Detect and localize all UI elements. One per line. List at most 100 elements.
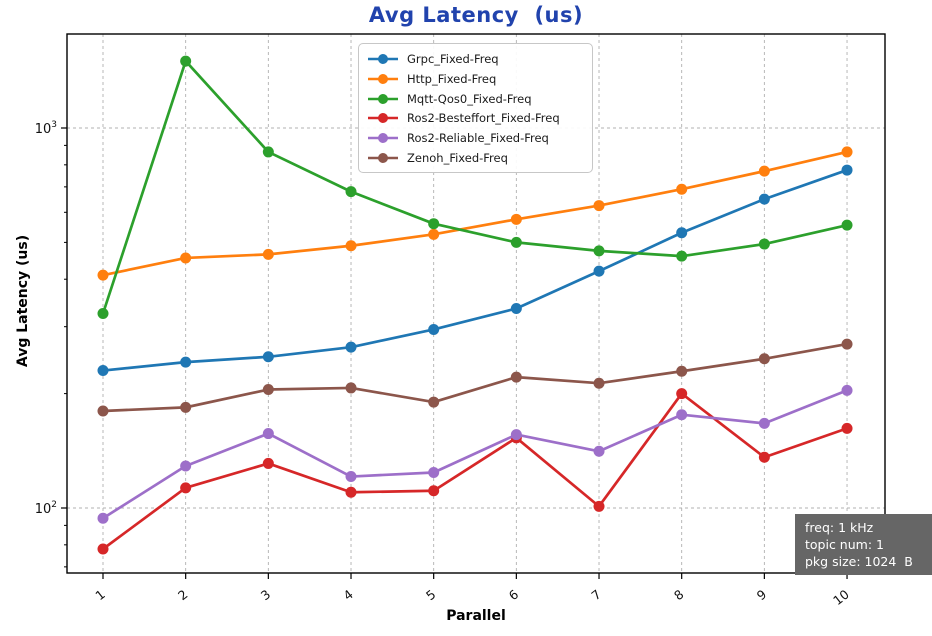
data-point-ros2-besteffort_fixed-freq xyxy=(676,388,688,400)
data-point-grpc_fixed-freq xyxy=(262,351,274,363)
data-point-ros2-reliable_fixed-freq xyxy=(593,445,605,457)
legend-label: Ros2-Reliable_Fixed-Freq xyxy=(407,131,549,146)
legend-item: Mqtt-Qos0_Fixed-Freq xyxy=(367,90,584,108)
legend-label: Http_Fixed-Freq xyxy=(407,71,497,86)
data-point-grpc_fixed-freq xyxy=(345,341,357,353)
data-point-grpc_fixed-freq xyxy=(758,193,770,205)
data-point-ros2-besteffort_fixed-freq xyxy=(428,485,440,497)
data-point-grpc_fixed-freq xyxy=(97,365,109,377)
legend-item: Http_Fixed-Freq xyxy=(367,70,584,88)
x-tick-label: 4 xyxy=(340,587,356,604)
legend-marker-icon xyxy=(368,73,398,84)
data-point-http_fixed-freq xyxy=(262,248,274,260)
data-point-http_fixed-freq xyxy=(510,213,522,225)
data-point-ros2-besteffort_fixed-freq xyxy=(97,543,109,555)
data-point-grpc_fixed-freq xyxy=(510,302,522,314)
data-point-ros2-besteffort_fixed-freq xyxy=(841,422,853,434)
y-tick-label: 103 xyxy=(35,120,57,137)
data-point-grpc_fixed-freq xyxy=(841,164,853,176)
data-point-mqtt-qos0_fixed-freq xyxy=(510,236,522,248)
data-point-grpc_fixed-freq xyxy=(180,356,192,368)
data-point-ros2-besteffort_fixed-freq xyxy=(345,486,357,498)
series-line-http_fixed-freq xyxy=(102,150,848,277)
legend-label: Ros2-Besteffort_Fixed-Freq xyxy=(407,111,560,126)
y-tick-label: 102 xyxy=(35,500,57,517)
data-point-http_fixed-freq xyxy=(345,240,357,252)
data-point-zenoh_fixed-freq xyxy=(97,405,109,417)
legend-label: Zenoh_Fixed-Freq xyxy=(407,150,508,165)
data-point-ros2-reliable_fixed-freq xyxy=(510,429,522,441)
data-point-mqtt-qos0_fixed-freq xyxy=(345,186,357,198)
legend-item: Ros2-Reliable_Fixed-Freq xyxy=(367,129,584,147)
series-line-grpc_fixed-freq xyxy=(102,168,848,372)
data-point-ros2-reliable_fixed-freq xyxy=(758,417,770,429)
data-point-http_fixed-freq xyxy=(593,200,605,212)
data-point-zenoh_fixed-freq xyxy=(180,401,192,413)
data-point-zenoh_fixed-freq xyxy=(841,338,853,350)
data-point-ros2-reliable_fixed-freq xyxy=(97,512,109,524)
chart-title: Avg Latency (us) xyxy=(368,3,584,27)
legend-marker-icon xyxy=(368,133,398,144)
data-point-ros2-besteffort_fixed-freq xyxy=(758,451,770,463)
data-point-mqtt-qos0_fixed-freq xyxy=(97,307,109,319)
data-point-ros2-besteffort_fixed-freq xyxy=(262,457,274,469)
legend-label: Mqtt-Qos0_Fixed-Freq xyxy=(407,91,532,106)
data-point-http_fixed-freq xyxy=(180,252,192,264)
legend-item: Grpc_Fixed-Freq xyxy=(367,50,584,68)
data-point-ros2-besteffort_fixed-freq xyxy=(593,500,605,512)
x-tick-label: 1 xyxy=(92,587,108,604)
data-point-mqtt-qos0_fixed-freq xyxy=(676,250,688,262)
x-tick-label: 9 xyxy=(754,587,770,604)
x-tick-label: 2 xyxy=(175,587,191,604)
x-tick-label: 8 xyxy=(671,587,687,604)
data-point-grpc_fixed-freq xyxy=(676,227,688,239)
data-point-mqtt-qos0_fixed-freq xyxy=(593,245,605,257)
x-tick-label: 10 xyxy=(830,587,852,609)
data-point-zenoh_fixed-freq xyxy=(428,396,440,408)
x-tick-label: 5 xyxy=(423,587,439,604)
data-point-zenoh_fixed-freq xyxy=(676,365,688,377)
data-point-zenoh_fixed-freq xyxy=(758,353,770,365)
data-point-grpc_fixed-freq xyxy=(593,265,605,277)
data-point-http_fixed-freq xyxy=(428,228,440,240)
legend-marker-icon xyxy=(368,93,398,104)
data-point-mqtt-qos0_fixed-freq xyxy=(262,146,274,158)
series-line-ros2-reliable_fixed-freq xyxy=(102,389,848,520)
data-point-ros2-reliable_fixed-freq xyxy=(676,409,688,421)
annotation-box: freq: 1 kHz topic num: 1 pkg size: 1024 … xyxy=(795,514,932,575)
data-point-http_fixed-freq xyxy=(841,146,853,158)
legend-item: Zenoh_Fixed-Freq xyxy=(367,149,584,167)
data-point-http_fixed-freq xyxy=(676,183,688,195)
legend-marker-icon xyxy=(368,54,398,64)
x-axis-label: Parallel xyxy=(446,608,506,624)
data-point-http_fixed-freq xyxy=(97,269,109,281)
series-line-mqtt-qos0_fixed-freq xyxy=(101,59,848,314)
data-point-ros2-reliable_fixed-freq xyxy=(180,460,192,472)
legend-marker-icon xyxy=(368,113,398,124)
data-point-ros2-besteffort_fixed-freq xyxy=(180,482,192,494)
legend-marker-icon xyxy=(368,152,398,163)
data-point-zenoh_fixed-freq xyxy=(510,371,522,383)
data-point-ros2-reliable_fixed-freq xyxy=(262,428,274,440)
data-point-mqtt-qos0_fixed-freq xyxy=(428,218,440,230)
y-axis-label: Avg Latency (us) xyxy=(15,234,31,368)
legend-item: Ros2-Besteffort_Fixed-Freq xyxy=(367,109,584,127)
legend-label: Grpc_Fixed-Freq xyxy=(407,52,499,66)
data-point-mqtt-qos0_fixed-freq xyxy=(841,219,853,231)
data-point-ros2-reliable_fixed-freq xyxy=(428,466,440,478)
data-point-zenoh_fixed-freq xyxy=(345,382,357,394)
x-tick-label: 3 xyxy=(258,587,274,604)
x-tick-label: 6 xyxy=(506,587,522,604)
legend: Grpc_Fixed-Freq Http_Fixed-Freq Mqtt-Qos0_… xyxy=(358,43,593,173)
x-tick-label: 7 xyxy=(588,587,604,604)
data-point-http_fixed-freq xyxy=(758,165,770,177)
data-point-ros2-reliable_fixed-freq xyxy=(345,471,357,483)
series-line-zenoh_fixed-freq xyxy=(102,342,848,413)
data-point-zenoh_fixed-freq xyxy=(593,377,605,389)
data-point-mqtt-qos0_fixed-freq xyxy=(180,55,192,67)
data-point-grpc_fixed-freq xyxy=(428,323,440,335)
series-line-ros2-besteffort_fixed-freq xyxy=(102,392,848,551)
plot-border xyxy=(66,33,886,574)
